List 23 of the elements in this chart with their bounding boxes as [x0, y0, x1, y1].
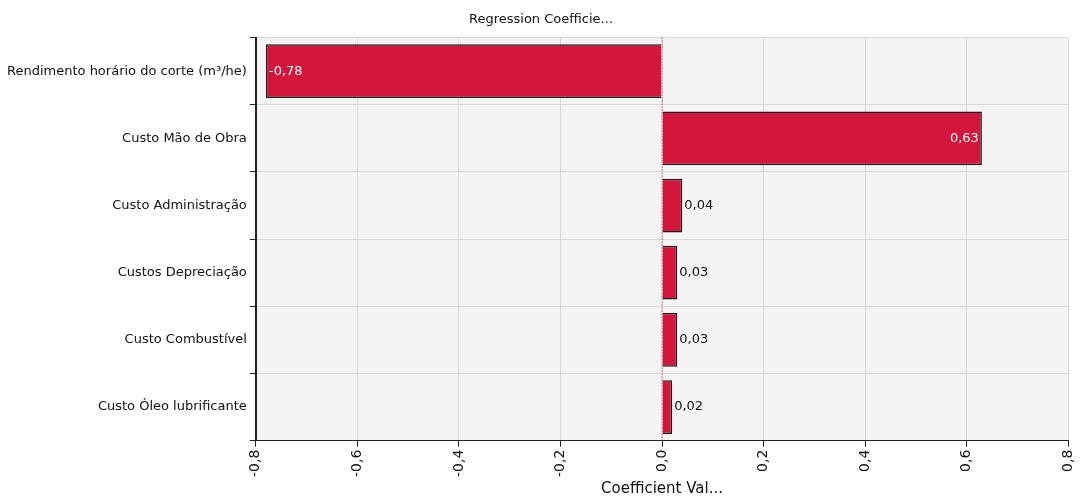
x-tick-label: 0,8	[1058, 449, 1075, 472]
y-tick-label: Rendimento horário do corte (m³/he)	[7, 62, 247, 78]
x-tick-label: -0,2	[551, 449, 568, 478]
data-label: 0,04	[684, 196, 714, 212]
data-label: 0,03	[679, 264, 709, 280]
x-tick-label: 0,6	[957, 449, 974, 472]
y-tick-label: Custo Óleo lubrificante	[97, 398, 247, 414]
data-label: 0,63	[949, 129, 979, 145]
x-tick-label: -0,6	[348, 449, 365, 478]
data-label: 0,02	[674, 398, 704, 414]
y-tick-label: Custos Depreciação	[117, 264, 247, 280]
x-tick-label: -0,8	[246, 449, 263, 478]
x-tick-label: 0,0	[652, 449, 669, 472]
data-label: -0,78	[268, 62, 303, 78]
x-axis-title: Coefficient Val...	[601, 478, 723, 497]
y-tick-label: Custo Combustível	[124, 331, 247, 347]
y-tick-label: Custo Mão de Obra	[122, 129, 247, 145]
chart-title: Regression Coefficie...	[469, 11, 613, 27]
y-tick-label: Custo Administração	[112, 196, 247, 212]
x-tick-label: 0,2	[754, 449, 771, 472]
data-label: 0,03	[679, 331, 709, 347]
x-tick-label: 0,4	[855, 449, 872, 472]
x-tick-label: -0,4	[449, 449, 466, 478]
